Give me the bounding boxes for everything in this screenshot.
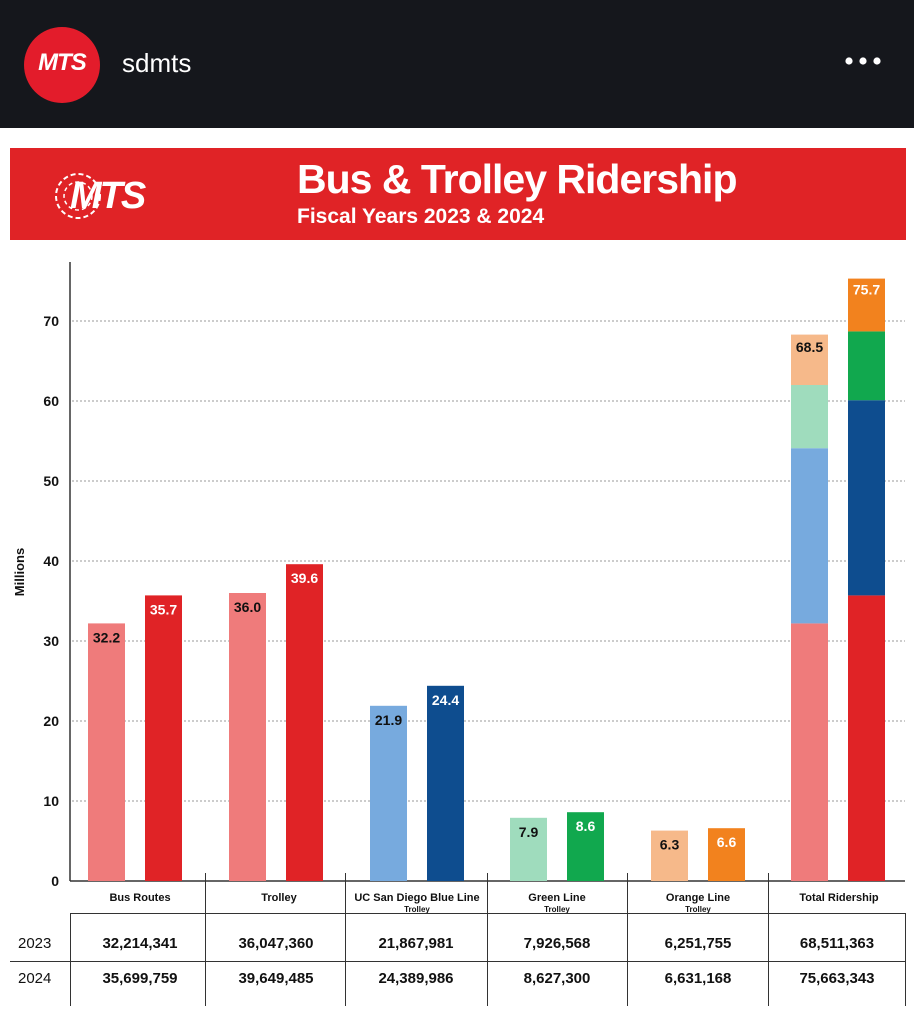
table-cell: 24,389,986 bbox=[378, 970, 454, 987]
y-tick-label: 40 bbox=[43, 553, 59, 569]
y-axis-label: Millions bbox=[12, 548, 27, 596]
bar-value-label: 6.3 bbox=[660, 837, 680, 853]
bar-value-label: 8.6 bbox=[576, 818, 596, 834]
category-label-bus-routes: Bus Routes bbox=[109, 892, 171, 904]
y-tick-label: 70 bbox=[43, 313, 59, 329]
table-cell: 68,511,363 bbox=[799, 935, 875, 952]
category-label-orange-line: Orange Line Trolley bbox=[628, 892, 768, 914]
bar-value-label: 24.4 bbox=[432, 692, 459, 708]
bar-value-label: 6.6 bbox=[717, 834, 737, 850]
bar-value-label: 21.9 bbox=[375, 712, 402, 728]
y-tick-label: 50 bbox=[43, 473, 59, 489]
chart-subtitle: Fiscal Years 2023 & 2024 bbox=[297, 205, 545, 228]
table-cell: 6,631,168 bbox=[664, 970, 732, 987]
category-label-green-line: Green Line Trolley bbox=[487, 892, 627, 914]
bar-2024 bbox=[286, 564, 323, 881]
stacked-segment bbox=[848, 278, 885, 332]
post-header: MTS sdmts bbox=[0, 0, 914, 128]
bar-2024 bbox=[427, 685, 464, 881]
table-row-divider bbox=[10, 961, 905, 962]
bar-value-label: 36.0 bbox=[234, 599, 261, 615]
category-label-blue-line: UC San Diego Blue Line Trolley bbox=[347, 892, 487, 914]
table-cell: 75,663,343 bbox=[799, 970, 875, 987]
stacked-segment bbox=[848, 595, 885, 881]
bar-2024 bbox=[567, 812, 604, 881]
bar-2023 bbox=[88, 623, 125, 881]
stacked-segment bbox=[791, 623, 828, 881]
total-value-label: 68.5 bbox=[796, 339, 823, 355]
y-tick-label: 60 bbox=[43, 393, 59, 409]
table-cell: 8,627,300 bbox=[523, 970, 591, 987]
table-column-divider bbox=[205, 873, 206, 1006]
table-column-divider bbox=[345, 873, 346, 1006]
bar-2023 bbox=[229, 593, 266, 881]
total-value-label: 75.7 bbox=[853, 281, 880, 297]
bar-value-label: 35.7 bbox=[150, 601, 177, 617]
stacked-segment bbox=[791, 385, 828, 449]
account-avatar[interactable]: MTS bbox=[24, 27, 100, 103]
category-sublabel-green-line: Trolley bbox=[544, 905, 570, 914]
chart-title: Bus & Trolley Ridership bbox=[297, 156, 737, 202]
bar-value-label: 7.9 bbox=[519, 824, 539, 840]
stacked-segment bbox=[791, 334, 828, 385]
table-column-divider bbox=[70, 913, 71, 1006]
category-label-total: Total Ridership bbox=[799, 892, 879, 904]
table-column-divider bbox=[487, 873, 488, 1006]
bar-2023 bbox=[651, 830, 688, 881]
table-cell: 32,214,341 bbox=[102, 935, 178, 952]
bar-value-label: 39.6 bbox=[291, 570, 318, 586]
category-label-trolley: Trolley bbox=[261, 892, 297, 904]
bar-2023 bbox=[370, 705, 407, 881]
category-sublabel-blue-line: Trolley bbox=[404, 905, 430, 914]
bar-2023 bbox=[510, 817, 547, 881]
table-column-divider bbox=[627, 873, 628, 1006]
table-column-divider bbox=[905, 913, 906, 1006]
category-sublabel-orange-line: Trolley bbox=[685, 905, 711, 914]
table-cell: 21,867,981 bbox=[378, 935, 454, 952]
ridership-bar-chart: 0 10 20 30 40 50 60 70 Millions 32.2 35.7 36.0 39.6 2… bbox=[12, 262, 905, 889]
bar-2024 bbox=[145, 595, 182, 881]
bar-value-label: 32.2 bbox=[93, 629, 120, 645]
stacked-segment bbox=[848, 400, 885, 596]
table-cell: 7,926,568 bbox=[523, 935, 591, 952]
y-tick-label: 20 bbox=[43, 713, 59, 729]
y-tick-label: 0 bbox=[51, 873, 59, 889]
table-cell: 35,699,759 bbox=[102, 970, 178, 987]
svg-text:MTS: MTS bbox=[70, 175, 146, 217]
stacked-segment bbox=[791, 448, 828, 624]
bar-2024 bbox=[708, 828, 745, 881]
more-options-icon[interactable] bbox=[842, 53, 884, 69]
mts-logo-icon: MTS bbox=[55, 173, 148, 219]
avatar-logo-text: MTS bbox=[38, 49, 87, 76]
stacked-segment bbox=[848, 331, 885, 401]
table-row-year: 2024 bbox=[18, 970, 52, 987]
table-cell: 36,047,360 bbox=[238, 935, 314, 952]
table-column-divider bbox=[768, 873, 769, 1006]
table-cell: 6,251,755 bbox=[664, 935, 732, 952]
y-tick-label: 10 bbox=[43, 793, 59, 809]
y-tick-label: 30 bbox=[43, 633, 59, 649]
table-row-year: 2023 bbox=[18, 935, 52, 952]
table-cell: 39,649,485 bbox=[238, 970, 314, 987]
account-name[interactable]: sdmts bbox=[122, 48, 192, 78]
chart-banner: MTS Bus & Trolley Ridership Fiscal Years… bbox=[10, 148, 906, 240]
